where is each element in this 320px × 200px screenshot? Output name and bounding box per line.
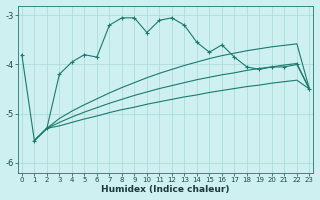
- X-axis label: Humidex (Indice chaleur): Humidex (Indice chaleur): [101, 185, 230, 194]
